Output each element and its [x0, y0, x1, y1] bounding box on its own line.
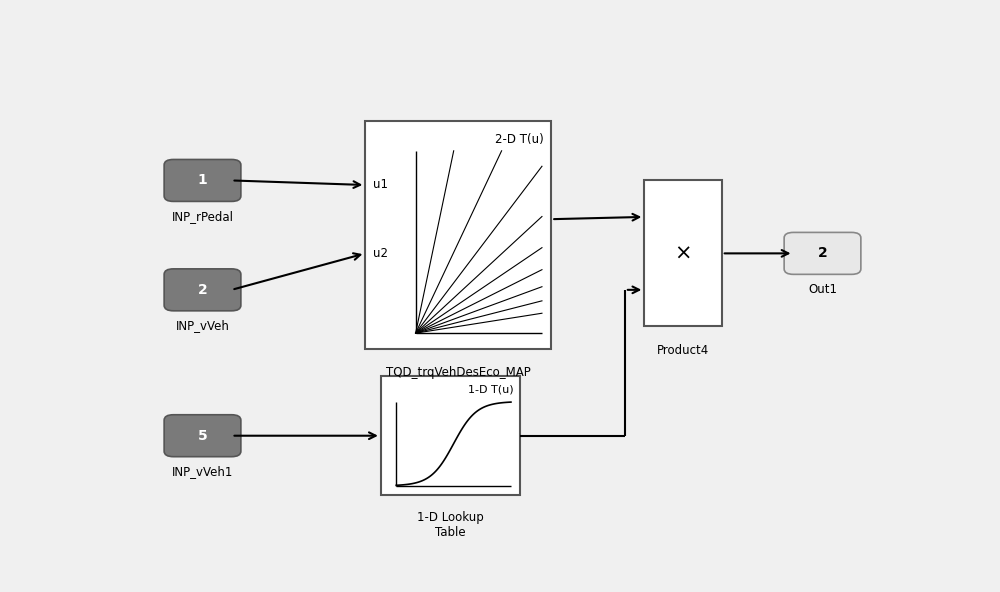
FancyBboxPatch shape: [164, 269, 241, 311]
Text: Product4: Product4: [657, 343, 709, 356]
Text: u2: u2: [373, 247, 388, 260]
Text: 2-D T(u): 2-D T(u): [495, 133, 544, 146]
Text: 1-D T(u): 1-D T(u): [468, 385, 514, 395]
Text: INP_vVeh: INP_vVeh: [176, 319, 229, 332]
FancyBboxPatch shape: [164, 159, 241, 201]
Text: 2: 2: [198, 283, 207, 297]
Text: ×: ×: [674, 243, 692, 263]
FancyBboxPatch shape: [784, 233, 861, 274]
Bar: [365, 121, 551, 349]
Text: 1-D Lookup
Table: 1-D Lookup Table: [417, 511, 484, 539]
Text: TQD_trqVehDesEco_MAP: TQD_trqVehDesEco_MAP: [386, 366, 531, 379]
Text: 2: 2: [818, 246, 827, 260]
Text: 5: 5: [198, 429, 207, 443]
Text: u1: u1: [373, 179, 388, 191]
Text: 1: 1: [198, 173, 207, 188]
Text: Out1: Out1: [808, 282, 837, 295]
Text: INP_vVeh1: INP_vVeh1: [172, 465, 233, 478]
Bar: [381, 377, 520, 495]
Bar: [644, 181, 722, 326]
Text: INP_rPedal: INP_rPedal: [172, 210, 234, 223]
FancyBboxPatch shape: [164, 415, 241, 456]
